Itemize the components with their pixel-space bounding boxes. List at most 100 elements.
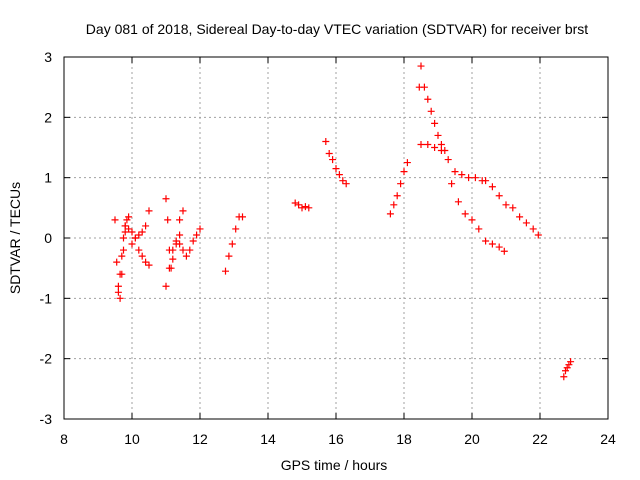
x-tick-label: 16 [328,431,344,447]
data-point [120,234,127,242]
x-tick-label: 24 [600,431,616,447]
data-point [567,358,575,366]
data-point [165,264,173,272]
data-point [431,144,439,151]
series-seg-g [176,225,204,260]
data-point [495,192,503,200]
data-point [424,140,432,148]
grid-lines [64,57,608,419]
data-point [179,246,187,254]
data-point [222,267,229,275]
chart-title: Day 081 of 2018, Sidereal Day-to-day VTE… [86,21,588,37]
data-point [169,255,177,263]
data-point [196,225,204,233]
data-point [424,95,432,103]
y-axis-label: SDTVAR / TECUs [7,182,23,294]
data-point [162,195,170,203]
data-point [403,159,411,167]
series-seg-o [482,177,542,239]
series-seg-f [162,231,184,290]
data-point [131,234,139,242]
data-point [329,156,337,164]
data-point [182,252,190,260]
series-seg-d [128,207,153,248]
series-seg-p [560,358,575,381]
data-point [427,107,435,115]
series-seg-m [417,140,486,185]
data-point [434,131,442,139]
data-points [111,62,575,381]
data-point [437,140,445,148]
data-point [420,83,428,91]
x-tick-label: 18 [396,431,412,447]
data-point [111,216,119,224]
data-point [451,168,459,176]
data-point [120,246,127,254]
data-point [562,367,569,375]
data-point [475,225,483,233]
x-axis-label: GPS time / hours [281,457,388,473]
data-point [298,204,306,212]
data-point [393,192,401,200]
data-point [179,207,187,215]
x-tick-label: 20 [464,431,480,447]
data-point [186,246,194,254]
data-point [339,177,347,185]
series-seg-n [448,180,508,255]
data-point [114,282,122,290]
data-point [565,361,573,369]
x-tick-labels: 8 10 12 14 16 18 20 22 24 [60,431,616,447]
data-point [516,213,524,221]
data-point [164,216,172,224]
data-point [444,156,452,164]
data-point [172,237,180,245]
series-seg-e [162,195,187,272]
data-point [116,294,124,302]
data-point [125,213,133,221]
series-seg-h [222,213,246,275]
data-point [291,199,299,207]
data-point [417,62,425,70]
data-point [176,240,184,248]
x-tick-label: 14 [260,431,276,447]
data-point [113,258,121,266]
data-point [500,247,508,255]
data-point [461,210,469,218]
data-point [116,270,124,278]
data-point [560,373,568,381]
data-point [482,237,490,245]
data-point [332,165,340,173]
data-point [458,171,466,179]
data-point [522,219,530,227]
data-point [138,252,146,260]
data-point [128,240,136,248]
data-point [121,228,129,236]
y-tick-label: -2 [40,351,53,367]
data-point [448,180,456,188]
data-point [454,198,462,206]
data-point [239,213,246,221]
data-point [169,246,177,254]
x-tick-label: 10 [124,431,140,447]
data-point [495,243,503,251]
data-point [322,137,330,145]
data-point [145,261,153,269]
y-tick-label: 0 [44,230,52,246]
data-point [135,246,143,254]
data-point [488,183,496,191]
data-point [121,222,129,230]
data-point [128,228,136,236]
data-point [400,168,408,176]
series-seg-j [322,137,350,188]
data-point [301,203,309,211]
data-point [232,225,240,233]
series-seg-i [291,199,313,212]
x-tick-label: 8 [60,431,68,447]
x-tick-label: 22 [532,431,548,447]
data-point [386,210,394,218]
data-point [145,207,153,215]
data-point [295,201,303,209]
data-point [114,288,122,296]
y-tick-label: 3 [44,49,52,65]
